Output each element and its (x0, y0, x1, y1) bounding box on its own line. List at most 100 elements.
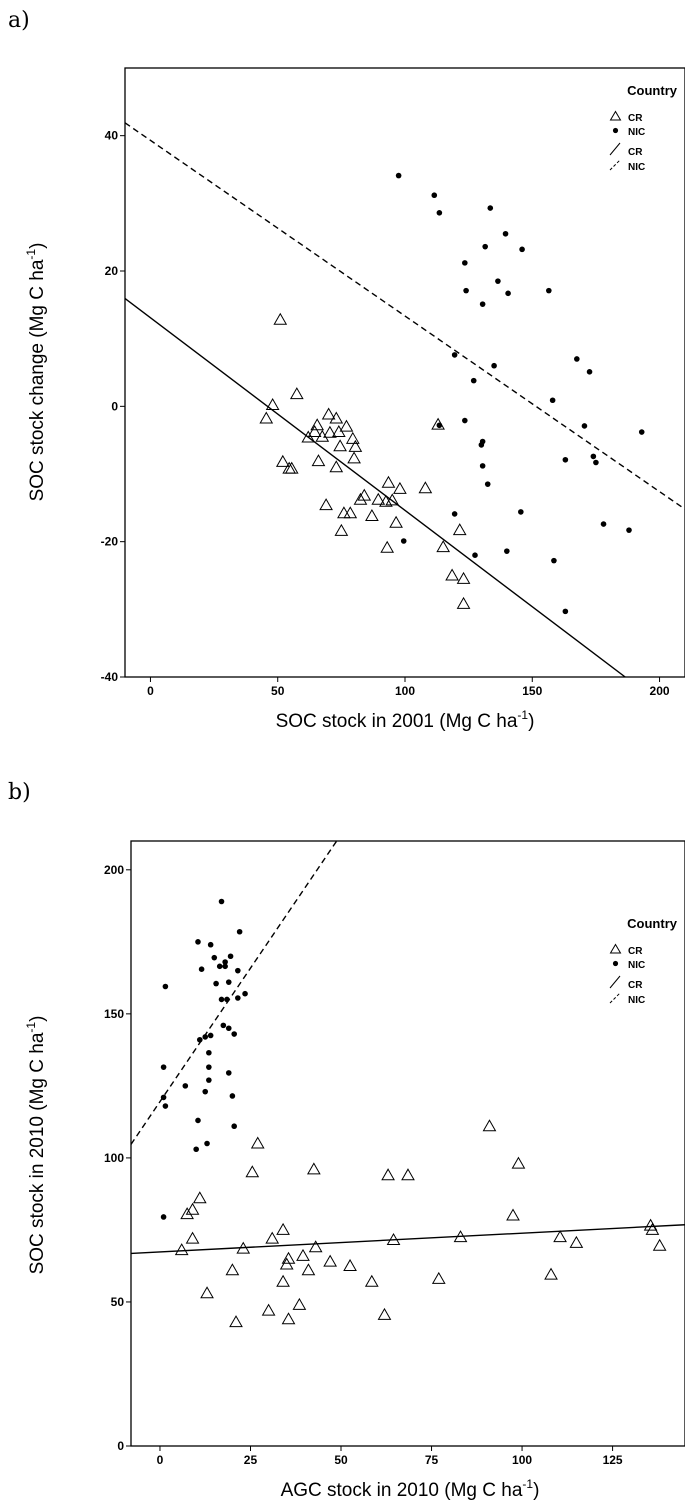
x-tick-label: 100 (512, 1453, 532, 1467)
point-nic (484, 481, 491, 487)
point-nic (472, 552, 478, 558)
point-cr (276, 1274, 290, 1287)
point-cr (273, 312, 288, 325)
point-cr (345, 431, 360, 444)
y-tick-label: 0 (117, 1439, 124, 1453)
panel-a-legend-cr-line: CR (628, 147, 643, 158)
point-cr (315, 429, 330, 442)
point-cr (261, 1303, 276, 1316)
point-cr (371, 492, 386, 505)
fit-line-nic (131, 841, 338, 1145)
x-tick-label: 50 (334, 1453, 348, 1467)
point-nic (549, 397, 556, 404)
panel-a-label: a) (8, 8, 30, 33)
point-nic (211, 954, 218, 961)
point-nic (207, 941, 214, 948)
panel-a-legend-title: Country (627, 83, 678, 98)
panel-a-plot-frame (124, 67, 685, 678)
point-nic (160, 1064, 167, 1070)
point-nic (451, 352, 458, 358)
point-cr (323, 1254, 338, 1267)
point-cr (544, 1267, 558, 1280)
point-nic (463, 287, 469, 294)
point-nic (562, 608, 569, 615)
point-cr (339, 419, 354, 432)
point-cr (643, 1218, 658, 1231)
point-cr (393, 481, 407, 494)
point-nic (231, 1123, 237, 1130)
point-cr (236, 1241, 251, 1254)
point-nic (162, 1103, 169, 1109)
panel-b-points (160, 898, 667, 1328)
point-nic (229, 1093, 236, 1099)
point-nic (231, 1031, 237, 1037)
point-cr (652, 1238, 667, 1251)
point-cr (334, 523, 349, 536)
point-cr (321, 407, 336, 420)
point-cr (192, 1191, 207, 1204)
point-cr (445, 568, 459, 581)
x-tick-label: 0 (157, 1453, 164, 1467)
point-cr (265, 1231, 280, 1244)
point-nic (487, 205, 494, 211)
point-nic (400, 538, 407, 544)
y-tick-label: 20 (105, 264, 119, 278)
point-nic (195, 1117, 201, 1124)
point-nic (478, 442, 485, 448)
point-nic (436, 210, 443, 216)
point-cr (296, 1248, 310, 1261)
point-cr (381, 475, 396, 488)
point-cr (418, 481, 433, 494)
point-nic (202, 1088, 209, 1095)
panel-a-legend-solid-line-icon (609, 142, 621, 156)
point-nic (204, 1140, 210, 1147)
panel-b-label: b) (8, 780, 31, 805)
panel-a-y-axis-title: SOC stock change (Mg C ha-1) (24, 243, 48, 502)
panel-a-points (259, 172, 645, 615)
point-nic (479, 301, 486, 307)
panel-b-plot-frame (130, 840, 685, 1447)
point-nic (216, 963, 223, 970)
point-nic (225, 1025, 232, 1032)
y-tick-label: 150 (104, 1007, 124, 1021)
point-cr (279, 1257, 294, 1270)
x-tick-label: 200 (650, 684, 670, 698)
point-nic (206, 1077, 212, 1083)
x-tick-label: 50 (271, 684, 285, 698)
point-nic (600, 521, 607, 527)
point-nic (206, 1064, 212, 1070)
point-nic (235, 995, 241, 1001)
point-cr (553, 1230, 567, 1243)
x-tick-label: 0 (147, 684, 154, 698)
point-cr (229, 1315, 243, 1328)
y-tick-label: 0 (111, 399, 118, 413)
point-cr (284, 461, 299, 474)
point-cr (343, 1258, 357, 1271)
panel-b-legend-cr-marker: CR (628, 946, 643, 957)
point-cr (307, 425, 322, 438)
point-cr (569, 1235, 584, 1248)
point-nic (482, 243, 488, 250)
point-nic (236, 928, 243, 935)
fit-line-nic (125, 122, 685, 510)
point-cr (385, 493, 400, 506)
panel-b-x-axis-title: AGC stock in 2010 (Mg C ha-1) (281, 1477, 540, 1501)
point-cr (353, 492, 368, 505)
fit-line-cr (125, 297, 626, 677)
point-cr (310, 418, 325, 431)
y-tick-label: -20 (101, 535, 119, 549)
point-nic (207, 1032, 214, 1039)
point-cr (348, 439, 363, 452)
point-nic (225, 979, 232, 985)
point-cr (364, 1274, 379, 1287)
point-cr (343, 506, 358, 519)
panel-b-legend: Country CR NIC CR NIC (609, 916, 678, 1006)
point-nic (222, 963, 228, 970)
point-cr (245, 1165, 260, 1178)
point-nic (225, 1070, 232, 1076)
point-nic (222, 959, 228, 965)
point-nic (220, 1022, 227, 1029)
point-cr (389, 515, 403, 528)
point-cr (506, 1208, 520, 1221)
point-nic (218, 996, 225, 1003)
